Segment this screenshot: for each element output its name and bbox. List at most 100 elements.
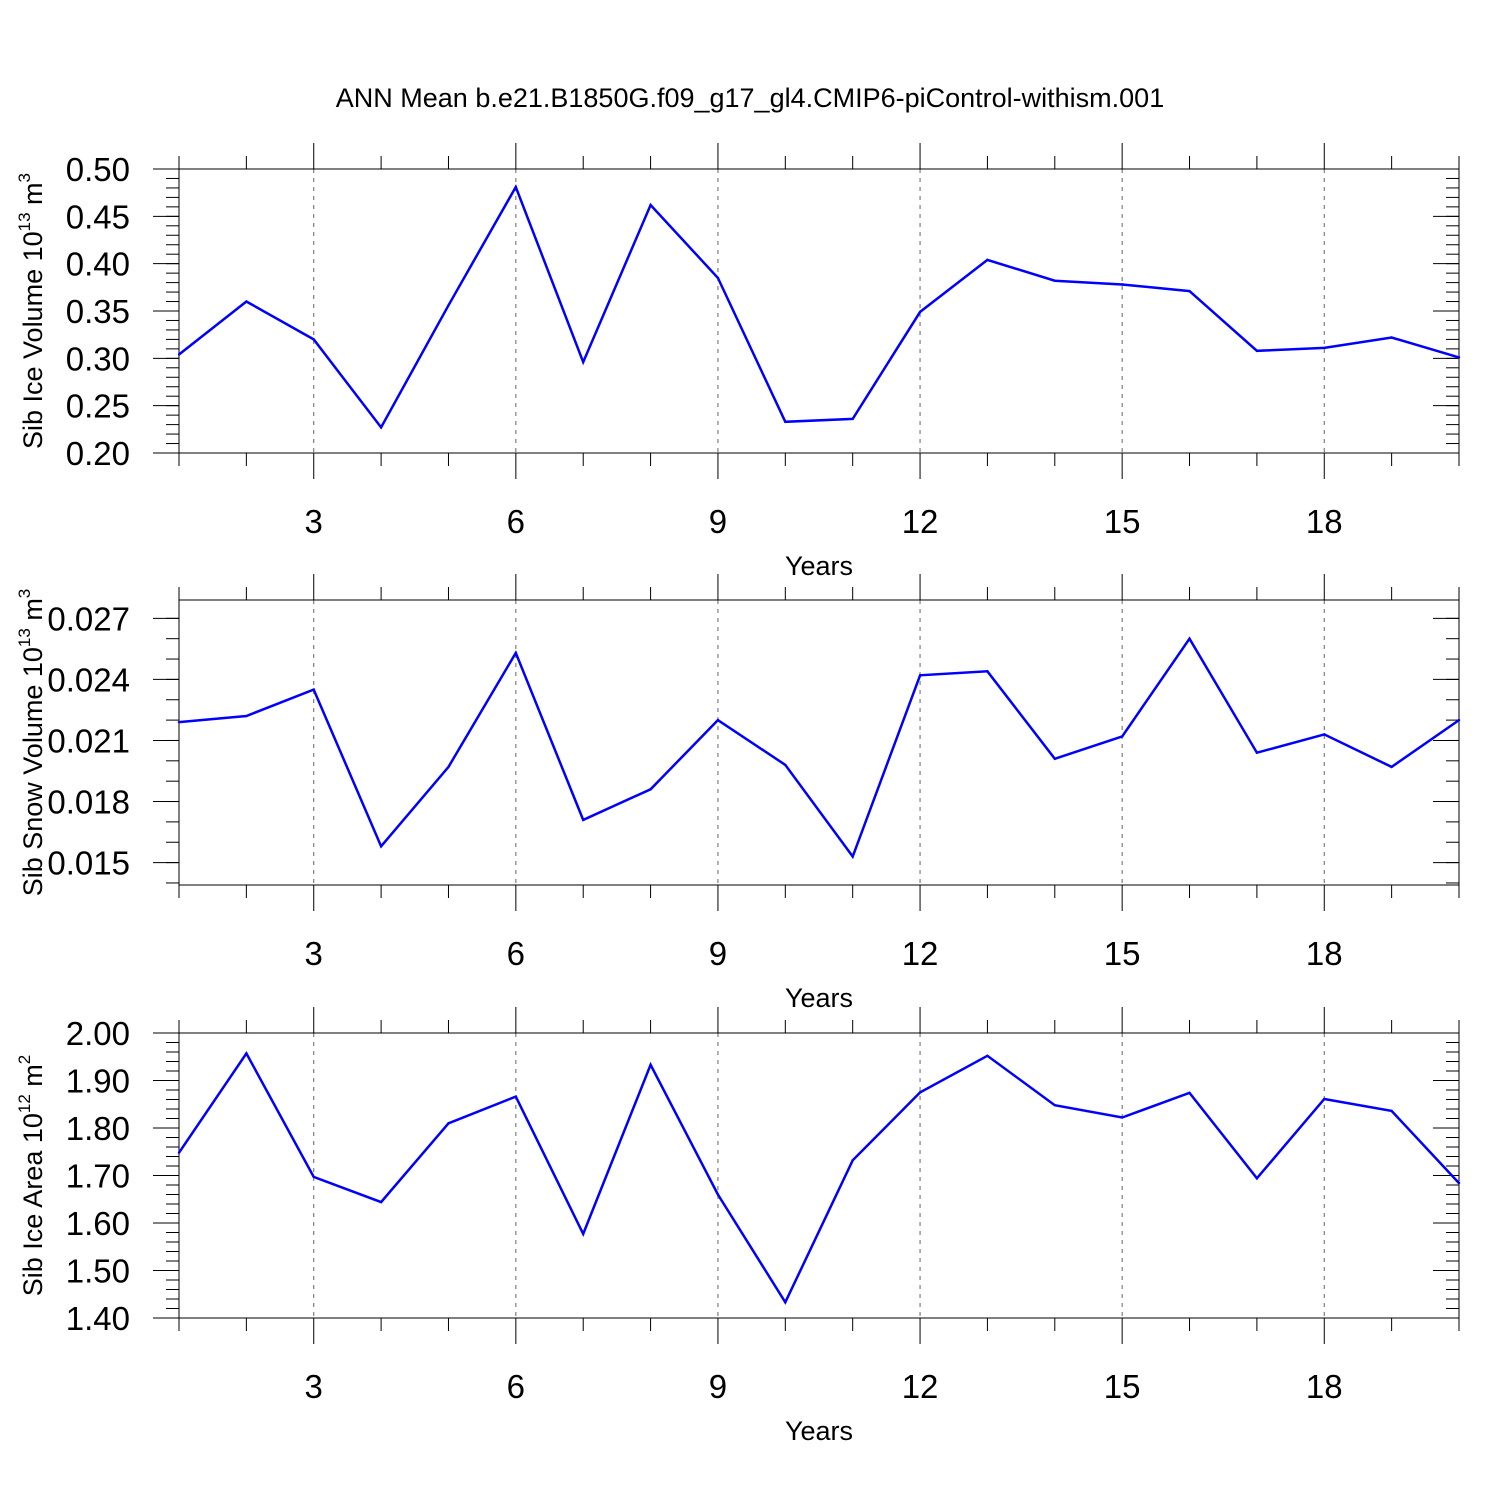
data-point-1-15 [1188,637,1191,640]
data-point-1-3 [379,845,383,848]
y-tick-label-0-3: 0.35 [66,293,130,330]
data-point-1-6 [582,818,585,822]
plot-frame-2 [178,1032,1460,1319]
data-point-0-7 [649,203,652,207]
x-tick-label-1-4: 15 [1104,935,1141,972]
y-tick-label-2-4: 1.80 [66,1110,130,1147]
x-tick-label-0-2: 9 [709,503,727,540]
data-point-0-17 [1323,346,1326,350]
plot-frame-0 [178,168,1460,454]
y-tick-label-2-0: 1.40 [66,1300,130,1337]
y-axis-title-1: Sib Snow Volume 1013 m3 [15,589,48,897]
data-point-2-7 [649,1063,652,1067]
data-point-2-15 [1188,1091,1191,1095]
data-point-0-12 [986,258,989,262]
data-point-1-18 [1390,765,1393,769]
y-tick-label-0-4: 0.40 [66,246,130,283]
x-tick-label-0-0: 3 [305,503,323,540]
data-point-1-5 [514,651,518,655]
series-line-2 [177,1051,1460,1305]
x-tick-label-2-5: 18 [1306,1368,1343,1405]
data-point-0-13 [1053,279,1056,282]
data-point-1-1 [245,714,248,718]
x-tick-label-1-0: 3 [305,935,323,972]
x-axis-title-0: Years [785,551,853,581]
x-tick-label-2-0: 3 [305,1368,323,1405]
data-point-2-6 [582,1232,585,1236]
data-point-0-6 [582,360,585,364]
x-tick-label-0-4: 15 [1104,503,1141,540]
series-line-0 [178,184,1460,430]
data-point-0-8 [716,276,720,280]
data-point-2-1 [245,1052,248,1055]
data-point-1-10 [851,855,854,858]
data-point-1-16 [1255,751,1259,754]
data-point-0-11 [918,310,922,314]
data-point-0-10 [851,417,854,421]
x-axis-title-2: Years [785,1416,853,1446]
data-point-2-12 [986,1054,989,1058]
y-tick-label-0-5: 0.45 [66,198,130,235]
y-tick-label-2-1: 1.50 [66,1253,130,1290]
x-axis-title-1: Years [785,983,853,1013]
data-point-2-10 [851,1159,854,1162]
data-point-2-16 [1255,1177,1259,1180]
data-point-2-18 [1390,1109,1393,1113]
x-tick-label-1-3: 12 [902,935,939,972]
y-axis-title-2: Sib Ice Area 1012 m2 [15,1055,48,1297]
x-tick-label-1-2: 9 [709,935,727,972]
data-point-1-2 [312,688,315,691]
data-point-0-14 [1120,283,1124,286]
x-tick-label-1-1: 6 [507,935,525,972]
data-point-0-1 [245,300,248,303]
x-tick-label-2-2: 9 [709,1368,727,1405]
data-point-0-0 [177,353,181,356]
y-tick-label-0-2: 0.30 [66,340,130,377]
y-tick-label-1-4: 0.027 [47,600,130,637]
series-line-1 [178,636,1460,860]
y-tick-label-0-0: 0.20 [66,435,130,472]
y-tick-label-0-6: 0.50 [66,151,130,188]
y-tick-label-2-6: 2.00 [66,1015,130,1052]
data-point-1-19 [1457,718,1461,722]
x-tick-label-2-3: 12 [902,1368,939,1405]
y-tick-label-1-0: 0.015 [47,845,130,882]
x-tick-label-0-5: 18 [1306,503,1343,540]
x-tick-label-0-1: 6 [507,503,525,540]
data-point-2-5 [514,1095,518,1098]
data-point-0-5 [514,185,518,189]
data-point-0-16 [1255,349,1259,352]
data-point-0-3 [379,426,383,429]
data-point-0-19 [1457,356,1461,359]
data-point-1-9 [784,763,787,767]
data-point-1-7 [649,788,652,791]
plot-frame-1 [178,599,1460,886]
data-point-0-15 [1188,289,1191,293]
y-axis-title-0: Sib Ice Volume 1013 m3 [15,173,48,449]
data-point-2-2 [312,1175,315,1179]
data-point-1-4 [447,765,450,769]
data-point-2-8 [716,1193,720,1196]
x-tick-label-1-5: 18 [1306,935,1343,972]
y-tick-label-1-2: 0.021 [47,722,130,759]
data-point-2-19 [1457,1181,1461,1185]
y-tick-label-2-3: 1.70 [66,1158,130,1195]
y-tick-label-1-3: 0.024 [47,661,130,698]
data-point-2-11 [918,1091,922,1094]
data-point-1-13 [1053,757,1056,760]
data-point-0-2 [312,338,315,341]
data-point-2-3 [379,1200,383,1204]
data-point-2-13 [1053,1104,1056,1107]
data-point-1-14 [1120,735,1124,738]
data-point-0-18 [1390,336,1393,339]
y-tick-label-2-2: 1.60 [66,1205,130,1242]
chart-title: ANN Mean b.e21.B1850G.f09_g17_gl4.CMIP6-… [336,83,1164,113]
data-point-1-0 [177,720,181,724]
data-point-2-17 [1323,1097,1326,1101]
x-tick-label-2-4: 15 [1104,1368,1141,1405]
data-point-0-9 [784,420,787,423]
data-point-2-9 [784,1301,787,1304]
data-point-2-0 [177,1151,181,1154]
y-tick-label-0-1: 0.25 [66,388,130,425]
data-point-2-14 [1120,1116,1124,1119]
